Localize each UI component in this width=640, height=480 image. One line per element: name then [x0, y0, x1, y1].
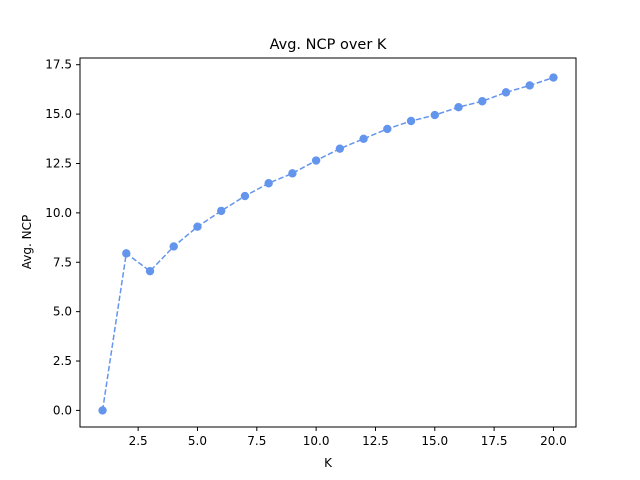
x-tick-label: 20.0: [540, 434, 567, 448]
data-point: [240, 191, 250, 201]
data-point: [98, 406, 107, 415]
x-tick-label: 17.5: [481, 434, 508, 448]
series-layer: [98, 73, 558, 415]
y-tick-label: 0.0: [53, 403, 72, 417]
x-axis: 2.5 5.0 7.5 10.0 12.5 15.0 17.5 20.0: [129, 427, 567, 448]
data-point: [122, 249, 131, 258]
y-axis: 0.0 2.5 5.0 7.5 10.0 12.5 15.0 17.5: [45, 58, 80, 417]
data-point: [288, 169, 297, 178]
y-axis-label: Avg. NCP: [20, 215, 34, 269]
data-point: [264, 179, 273, 188]
data-point: [193, 222, 202, 231]
x-tick-label: 7.5: [247, 434, 266, 448]
y-tick-label: 5.0: [53, 305, 72, 319]
chart-title: Avg. NCP over K: [270, 37, 387, 53]
data-point: [478, 97, 487, 106]
data-point: [311, 156, 321, 165]
data-point: [169, 242, 178, 251]
x-tick-label: 10.0: [303, 434, 330, 448]
data-point: [383, 124, 392, 134]
y-tick-label: 2.5: [53, 354, 72, 368]
data-point: [525, 81, 534, 90]
data-point: [454, 102, 463, 112]
x-axis-label: K: [324, 456, 333, 470]
y-tick-label: 10.0: [45, 206, 72, 220]
data-point: [430, 110, 439, 120]
y-tick-label: 15.0: [45, 107, 72, 121]
y-tick-label: 17.5: [45, 58, 72, 72]
x-tick-label: 2.5: [129, 434, 148, 448]
plot-frame: [79, 57, 577, 428]
x-tick-label: 12.5: [362, 434, 389, 448]
y-tick-label: 7.5: [53, 255, 72, 269]
x-tick-label: 5.0: [188, 434, 207, 448]
data-point: [217, 206, 226, 216]
data-point: [549, 73, 558, 82]
y-tick-label: 12.5: [45, 156, 72, 170]
data-point: [359, 134, 368, 143]
x-tick-label: 15.0: [421, 434, 448, 448]
data-point: [145, 266, 155, 276]
data-point: [335, 144, 345, 153]
data-point: [501, 88, 511, 97]
data-point: [406, 116, 416, 126]
